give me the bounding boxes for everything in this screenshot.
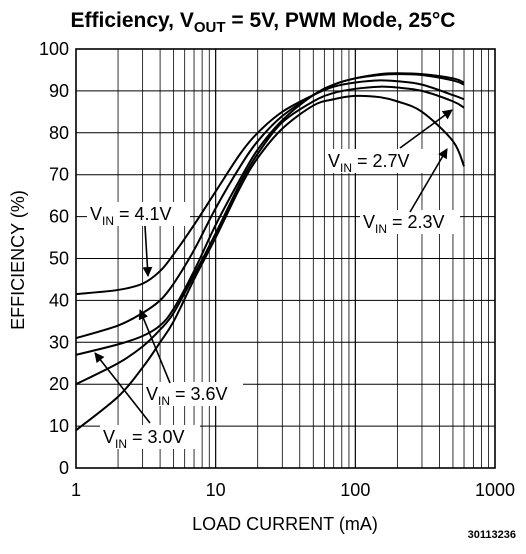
annotation-label: VIN = 4.1V	[90, 204, 172, 228]
annotation-label: VIN = 3.6V	[146, 384, 228, 408]
series-line-vin-4-1v	[75, 79, 465, 296]
annotation-layer: VIN = 4.1V VIN = 3.6V VIN = 3.0V VIN = 2.7V…	[87, 109, 460, 451]
series-line-vin-3-0v	[75, 72, 465, 356]
annotation-arrow	[409, 148, 448, 213]
annotation-background	[87, 202, 190, 226]
y-tick-label: 30	[49, 332, 69, 352]
annotation-vin-3-0v: VIN = 3.0V	[94, 352, 200, 451]
annotation-background	[325, 149, 425, 173]
annotation-label: VIN = 3.0V	[103, 427, 185, 451]
y-axis-label: EFFICIENCY (%)	[8, 190, 28, 330]
y-tick-labels: 0 10 20 30 40 50 60 70 80 90 100	[39, 39, 69, 478]
annotation-label: VIN = 2.3V	[363, 212, 445, 236]
y-tick-label: 0	[59, 458, 69, 478]
y-tick-label: 80	[49, 123, 69, 143]
x-tick-label: 100	[340, 480, 370, 500]
y-tick-label: 40	[49, 290, 69, 310]
x-tick-label: 10	[206, 480, 226, 500]
figure-id: 30113236	[468, 529, 516, 541]
annotation-arrow	[399, 109, 453, 149]
annotation-arrow	[138, 309, 171, 384]
annotation-vin-4-1v: VIN = 4.1V	[87, 202, 190, 277]
annotation-background	[360, 210, 460, 234]
y-tick-label: 10	[49, 416, 69, 436]
x-tick-label: 1000	[475, 480, 515, 500]
annotation-background	[143, 382, 243, 406]
annotation-background	[100, 425, 200, 449]
chart-title: Efficiency, VOUT = 5V, PWM Mode, 25°C	[71, 9, 456, 36]
title-suffix: = 5V, PWM Mode, 25°C	[226, 9, 456, 32]
title-subscript: OUT	[194, 19, 226, 36]
x-axis-label: LOAD CURRENT (mA)	[192, 514, 378, 534]
series-line-vin-2-7v	[75, 85, 465, 386]
annotation-arrow	[142, 225, 153, 277]
y-tick-label: 20	[49, 374, 69, 394]
y-tick-label: 100	[39, 39, 69, 59]
y-tick-label: 50	[49, 249, 69, 269]
title-prefix: Efficiency, V	[71, 9, 194, 32]
annotation-label: VIN = 2.7V	[328, 151, 410, 175]
annotation-arrow	[94, 352, 151, 424]
annotation-vin-2-7v: VIN = 2.7V	[325, 109, 453, 175]
x-tick-label: 1	[71, 480, 81, 500]
grid-layer	[76, 49, 495, 468]
series-line-vin-2-3v	[75, 94, 465, 432]
series-layer	[75, 72, 465, 432]
annotation-vin-2-3v: VIN = 2.3V	[360, 148, 460, 236]
plot-frame	[75, 48, 496, 469]
x-tick-labels: 1 10 100 1000	[71, 480, 515, 500]
y-tick-label: 60	[49, 207, 69, 227]
y-tick-label: 90	[49, 81, 69, 101]
y-tick-label: 70	[49, 165, 69, 185]
annotation-vin-3-6v: VIN = 3.6V	[138, 309, 243, 408]
